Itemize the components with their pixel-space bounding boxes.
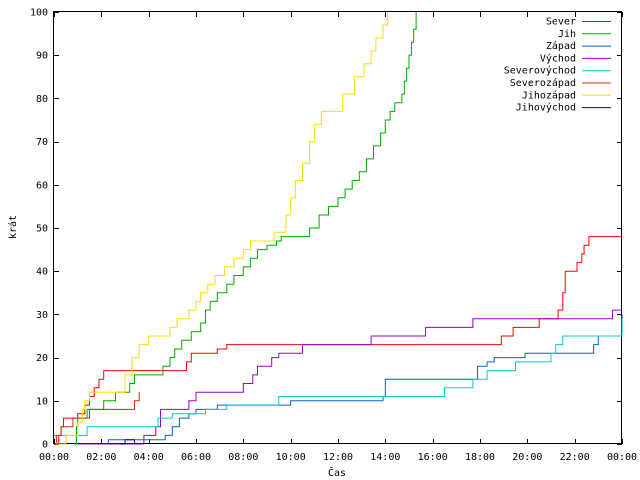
y-tick-label: 40: [36, 267, 48, 278]
legend-label: Jihozápad: [522, 89, 576, 101]
x-tick-label: 06:00: [181, 452, 211, 463]
series-line-6: [54, 392, 140, 445]
x-tick-label: 18:00: [465, 452, 495, 463]
series-line-4: [77, 309, 622, 445]
legend-label: Jih: [558, 29, 576, 40]
y-tick-label: 60: [36, 180, 48, 191]
x-tick-label: 00:00: [39, 452, 69, 463]
x-tick-label: 20:00: [512, 452, 542, 463]
y-axis-ticks: 0 10 20 30 40 50 60 70 80 90 100: [30, 8, 622, 451]
y-tick-label: 30: [36, 310, 48, 321]
x-tick-label: 14:00: [370, 452, 400, 463]
x-tick-label: 00:00: [607, 452, 637, 463]
legend-label: Severovýchod: [504, 65, 576, 77]
x-tick-label: 12:00: [323, 452, 353, 463]
x-tick-label: 04:00: [134, 452, 164, 463]
legend-label: Severozápad: [510, 77, 576, 89]
y-tick-label: 80: [36, 94, 48, 105]
legend-label: Východ: [540, 52, 576, 64]
x-tick-label: 16:00: [418, 452, 448, 463]
legend: SeverJihZápadVýchodSeverovýchodSeverozáp…: [504, 17, 611, 114]
plot-border: [53, 11, 622, 444]
y-tick-label: 70: [36, 137, 48, 148]
y-axis-title: krát: [7, 215, 19, 239]
series-line-2: [74, 12, 417, 445]
series-line-7: [55, 12, 389, 445]
legend-label: Sever: [546, 17, 576, 28]
y-tick-label: 90: [36, 51, 48, 62]
x-axis-ticks: 00:00 02:00 04:00 06:00 08:00 10:00 12:00 14:00…: [39, 12, 637, 463]
legend-label: Západ: [546, 40, 576, 52]
x-tick-label: 22:00: [560, 452, 590, 463]
y-tick-label: 10: [36, 396, 48, 407]
y-tick-label: 0: [42, 440, 48, 451]
legend-label: Jihovýchod: [516, 102, 576, 114]
series-line-3: [106, 314, 623, 445]
series-lines: [54, 12, 623, 445]
series-line-1: [55, 236, 622, 445]
x-axis-title: Čas: [328, 466, 346, 479]
x-tick-label: 08:00: [228, 452, 258, 463]
series-line-8: [120, 439, 135, 445]
x-tick-label: 10:00: [276, 452, 306, 463]
y-tick-label: 100: [30, 8, 48, 19]
y-tick-label: 50: [36, 224, 48, 235]
series-line-5: [54, 318, 623, 436]
plot-frame: [53, 11, 622, 444]
x-tick-label: 02:00: [86, 452, 116, 463]
y-tick-label: 20: [36, 353, 48, 364]
